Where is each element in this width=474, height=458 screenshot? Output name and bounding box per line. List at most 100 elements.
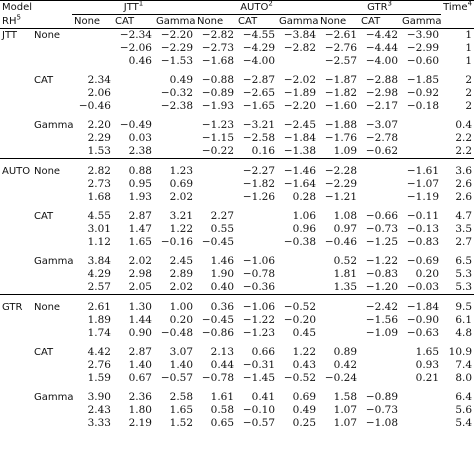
time-cell: 5.3 [455, 268, 473, 280]
value-cell: 1.40 [128, 359, 152, 371]
value-cell: 4.55 [87, 210, 111, 222]
value-cell: 3.33 [87, 417, 111, 429]
value-cell [113, 74, 154, 87]
value-cell: −2.73 [201, 42, 235, 54]
group-header: JTT1 [72, 0, 196, 15]
value-cell: −0.89 [201, 87, 235, 99]
value-cell [318, 327, 359, 340]
value-cell: −1.76 [324, 132, 358, 144]
time-cell: 6.5 [455, 255, 473, 267]
model-label [0, 281, 32, 295]
time-cell: 6.4 [455, 391, 473, 403]
value-cell: −0.60 [406, 55, 440, 67]
time-cell: 2.2 [455, 132, 473, 144]
rh-label: Gamma [34, 256, 74, 267]
model-label [0, 391, 32, 404]
value-cell: 1.53 [87, 145, 111, 157]
time-cell: 2 [465, 100, 473, 112]
value-cell: 2.82 [87, 165, 111, 177]
subcolumn-header: Gamma [154, 14, 196, 29]
value-cell: 1.52 [169, 417, 194, 429]
value-cell: 1.35 [333, 281, 358, 293]
blank [441, 14, 474, 29]
value-cell: −2.29 [160, 42, 194, 54]
model-label [0, 255, 32, 268]
subheader-row: RH5 None CAT Gamma None CAT Gamma None CAT Gamma [0, 14, 474, 29]
value-cell [277, 281, 318, 295]
value-cell: −0.88 [201, 74, 235, 86]
value-cell: −0.49 [119, 119, 152, 131]
value-cell: −2.20 [283, 100, 317, 112]
footnote-mark: 2 [268, 0, 273, 8]
value-cell: 0.36 [210, 301, 235, 313]
data-row: 1.68 1.93 2.02 −1.26 0.28 −1.21 −1.19 2.6 [0, 191, 474, 204]
value-cell: −2.38 [160, 100, 194, 112]
value-cell: −2.87 [242, 74, 276, 86]
subcolumn-header: CAT [359, 14, 401, 29]
value-cell: −1.84 [283, 132, 317, 144]
value-cell: −0.63 [406, 327, 440, 339]
value-cell: 2.43 [87, 404, 111, 416]
value-cell [236, 210, 277, 223]
data-row: 2.06 −0.32 −0.89 −2.65 −1.89 −1.82 −2.98 −0.92 2 [0, 87, 474, 100]
value-cell: 0.28 [292, 191, 317, 203]
rh-label [32, 191, 72, 204]
value-cell: 1.12 [87, 236, 111, 248]
value-cell [359, 346, 400, 359]
value-cell: 1.00 [169, 301, 194, 313]
value-cell: 0.44 [210, 359, 235, 371]
value-cell: 0.43 [292, 359, 317, 371]
value-cell [277, 255, 318, 268]
value-cell: −1.22 [365, 255, 399, 267]
blank [32, 0, 72, 15]
model-label [0, 74, 32, 87]
value-cell [277, 268, 318, 281]
value-cell [154, 145, 195, 159]
rh-label [32, 314, 72, 327]
value-cell: −2.20 [160, 29, 194, 41]
value-cell: −1.07 [406, 178, 440, 190]
value-cell: 1.65 [169, 404, 194, 416]
value-cell: 3.07 [169, 346, 194, 358]
value-cell: 1.58 [333, 391, 358, 403]
value-cell: 3.90 [87, 391, 111, 403]
value-cell: −3.21 [242, 119, 276, 131]
data-row: JTT None −2.34 −2.20 −2.82 −4.55 −3.84 −2.61 −4.… [0, 29, 474, 43]
footnote-mark: 4 [467, 0, 473, 8]
model-label [0, 55, 32, 68]
value-cell: −4.29 [242, 42, 276, 54]
data-row: 4.29 2.98 2.89 1.90 −0.78 1.81 −0.83 0.20 5.3 [0, 268, 474, 281]
value-cell: −1.82 [324, 87, 358, 99]
data-row: CAT 2.34 0.49 −0.88 −2.87 −2.02 −1.87 −2.88 −1.8… [0, 74, 474, 87]
model-label: AUTO [2, 166, 31, 177]
time-cell: 8.0 [455, 372, 473, 384]
data-row: AUTO None 2.82 0.88 1.23 −2.27 −1.46 −2.28 −1.61… [0, 165, 474, 178]
value-cell: 2.58 [169, 391, 194, 403]
value-cell: −0.18 [406, 100, 440, 112]
model-label [0, 210, 32, 223]
value-cell: 2.05 [128, 281, 152, 293]
value-cell [72, 29, 113, 43]
time-header: Time4 [441, 0, 474, 15]
value-cell: 1.90 [210, 268, 235, 280]
value-cell: 1.30 [128, 301, 152, 313]
footnote-mark: 3 [387, 0, 392, 8]
data-row: 0.46 −1.53 −1.68 −4.00 −2.57 −4.00 −0.60 1 [0, 55, 474, 68]
value-cell: 0.20 [415, 268, 440, 280]
data-row: −2.06 −2.29 −2.73 −4.29 −2.82 −2.76 −4.44 −2.99… [0, 42, 474, 55]
value-cell: 2.87 [128, 210, 152, 222]
value-cell: 2.20 [87, 119, 111, 131]
value-cell: 1.59 [87, 372, 111, 384]
value-cell [113, 100, 154, 113]
value-cell: −2.76 [324, 42, 358, 54]
value-cell: 2.19 [128, 417, 152, 429]
model-label [0, 100, 32, 113]
value-cell: 2.57 [87, 281, 111, 293]
value-cell [318, 314, 359, 327]
model-label [0, 327, 32, 340]
value-cell: 1.68 [87, 191, 111, 203]
value-cell: 0.03 [128, 132, 152, 144]
value-cell: 1.74 [87, 327, 111, 339]
rh-label [32, 223, 72, 236]
value-cell: −0.57 [242, 417, 276, 429]
